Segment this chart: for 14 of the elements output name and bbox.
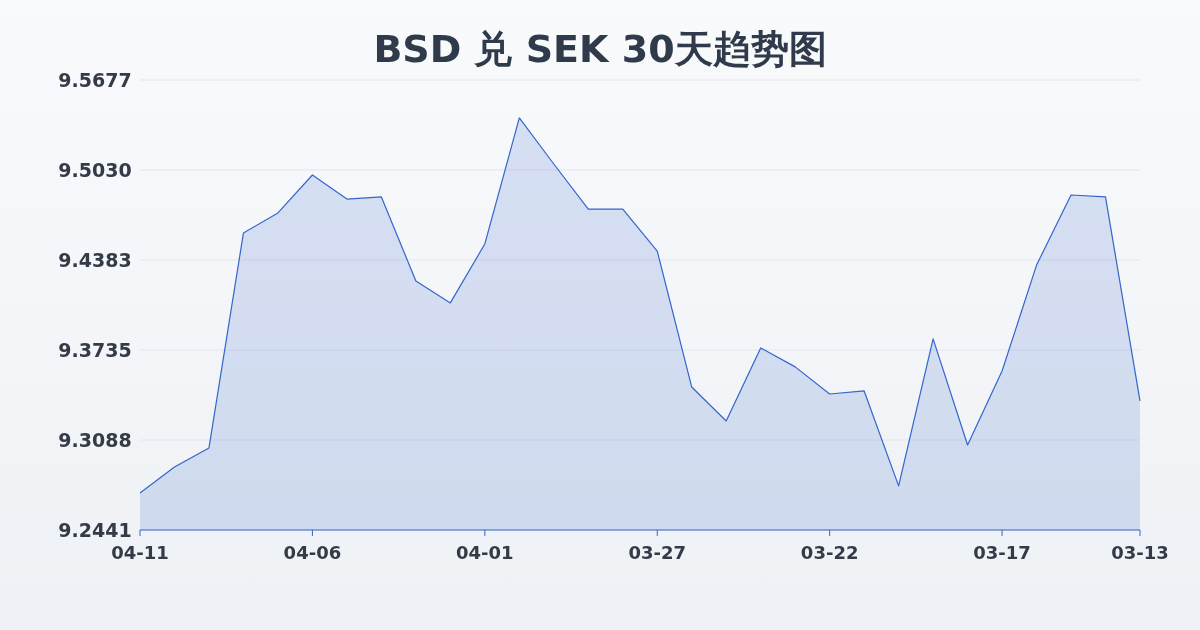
y-tick-label: 9.3088: [58, 429, 132, 452]
x-tick-label: 03-22: [800, 542, 859, 563]
x-tick-label: 04-01: [456, 542, 514, 563]
chart-title: BSD 兑 SEK 30天趋势图: [373, 27, 827, 71]
y-tick-label: 9.2441: [58, 519, 132, 541]
x-tick-label: 04-11: [111, 542, 169, 563]
x-tick-label: 03-17: [973, 542, 1031, 563]
x-tick-label: 04-06: [283, 542, 342, 563]
y-tick-label: 9.3735: [58, 339, 132, 362]
y-tick-label: 9.4383: [58, 248, 132, 271]
x-tick-label: 03-27: [628, 542, 687, 563]
x-tick-label: 03-13: [1111, 542, 1169, 563]
y-tick-label: 9.5677: [58, 69, 132, 91]
y-tick-label: 9.5030: [58, 158, 132, 181]
